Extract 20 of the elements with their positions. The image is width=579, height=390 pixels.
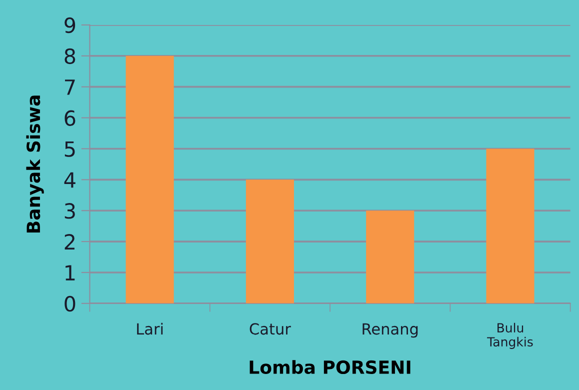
y-tick-label: 1: [66, 265, 75, 280]
bar: [246, 180, 294, 304]
x-tick-label: Renang: [362, 323, 418, 338]
x-tick-label: Catur: [250, 323, 291, 335]
y-tick-label: 3: [64, 203, 75, 219]
y-tick-label: 2: [64, 234, 74, 250]
x-tick-label: Lari: [137, 322, 163, 335]
y-tick-label: 9: [64, 17, 76, 34]
y-tick-label: 0: [64, 296, 76, 312]
y-tick-label: 4: [64, 172, 76, 188]
y-tick-label: 7: [65, 80, 75, 95]
bar: [366, 210, 414, 304]
bar: [126, 56, 174, 304]
y-axis-title: Banyak Siswa: [26, 96, 44, 232]
bar: [486, 148, 534, 304]
x-tick-label: Bulu Tangkis: [487, 322, 533, 349]
y-tick-label: 8: [64, 48, 76, 64]
x-axis-title: Lomba PORSENI: [250, 360, 410, 374]
y-tick-label: 5: [64, 141, 75, 157]
y-tick-label: 6: [64, 110, 76, 126]
